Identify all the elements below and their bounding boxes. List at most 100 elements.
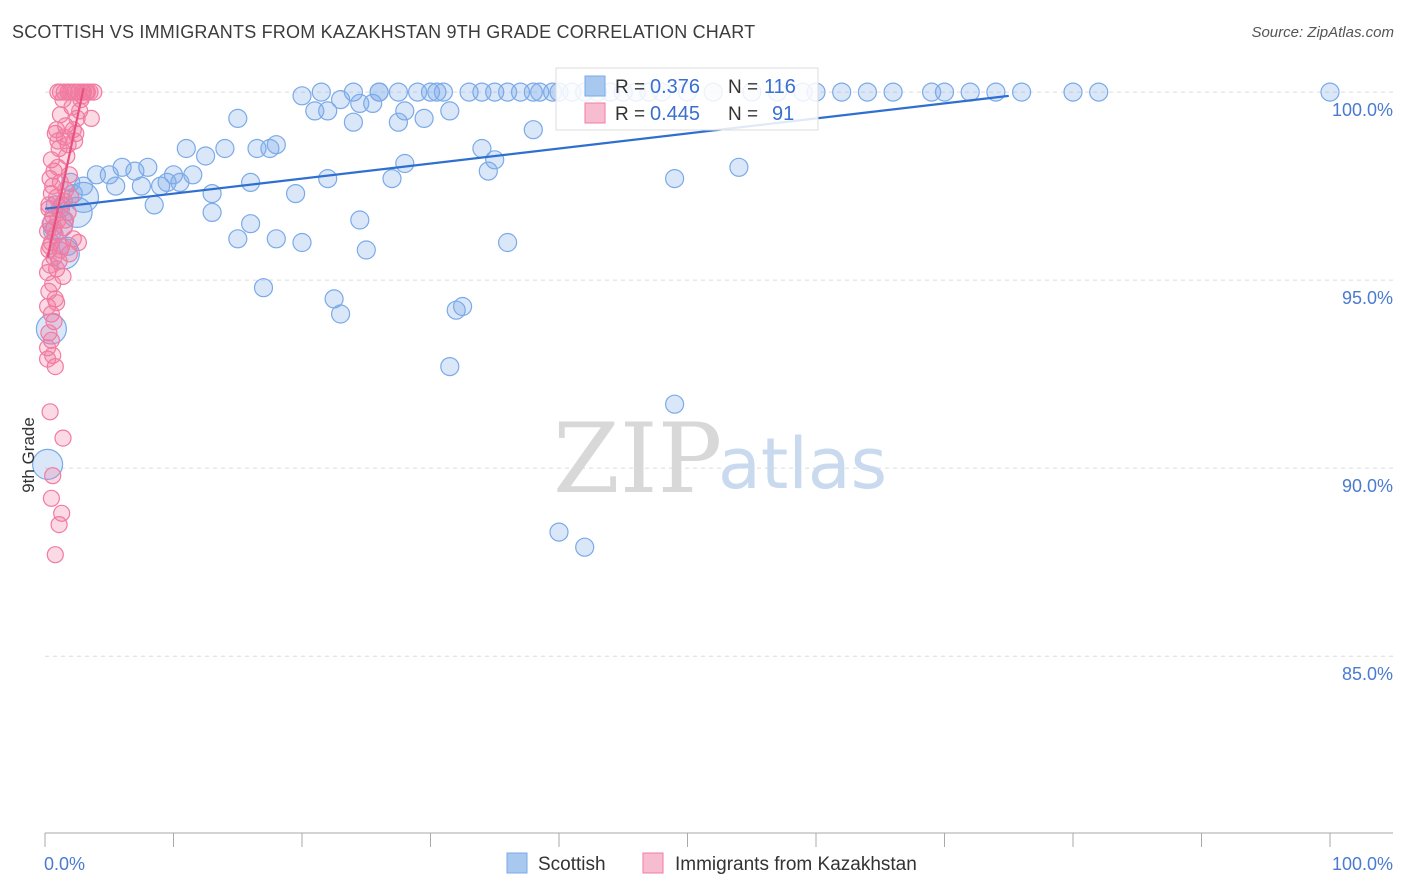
stats-legend: R = 0.376 N = 116 R = 0.445 N = 91 bbox=[555, 67, 819, 131]
x-tick-left: 0.0% bbox=[44, 854, 85, 874]
scottish-n-label: N = bbox=[728, 77, 758, 98]
scottish-point bbox=[170, 172, 190, 192]
series-legend: Scottish Immigrants from Kazakhstan bbox=[506, 852, 917, 875]
scottish-point bbox=[832, 82, 852, 102]
scottish-point bbox=[86, 165, 107, 185]
scottish-point bbox=[266, 229, 286, 249]
scottish-point bbox=[453, 296, 473, 317]
scottish-point bbox=[1063, 82, 1083, 102]
scottish-point bbox=[523, 120, 543, 140]
scottish-point bbox=[286, 184, 306, 204]
kazakhstan-point bbox=[42, 489, 61, 507]
scottish-point bbox=[446, 300, 466, 320]
chart-title: SCOTTISH VS IMMIGRANTS FROM KAZAKHSTAN 9… bbox=[12, 22, 756, 42]
scottish-point bbox=[144, 195, 164, 215]
kazakhstan-point bbox=[62, 188, 80, 206]
scottish-point bbox=[131, 176, 151, 196]
kazakhstan-n-label: N = bbox=[728, 104, 758, 125]
trend-lines bbox=[44, 88, 1009, 258]
scottish-n-value: 116 bbox=[764, 76, 796, 98]
scottish-point bbox=[395, 153, 415, 174]
scottish-point bbox=[202, 202, 222, 222]
scottish-point bbox=[1089, 82, 1109, 102]
scottish-point bbox=[857, 82, 878, 102]
scottish-point bbox=[369, 82, 389, 102]
kazakhstan-point bbox=[50, 515, 68, 534]
scottish-point bbox=[343, 112, 363, 132]
watermark: ZIP atlas bbox=[553, 403, 887, 515]
kazakhstan-point bbox=[45, 312, 63, 331]
scottish-trend-line bbox=[44, 94, 1009, 210]
scottish-point bbox=[241, 214, 261, 234]
kazakhstan-point bbox=[54, 429, 72, 447]
scottish-point bbox=[350, 210, 370, 230]
scottish-point bbox=[363, 93, 383, 114]
kazakhstan-r-value: 0.445 bbox=[650, 103, 700, 125]
legend-scottish-swatch bbox=[506, 852, 528, 874]
kazakhstan-point bbox=[82, 109, 100, 128]
scottish-point bbox=[253, 278, 274, 298]
scottish-point bbox=[459, 82, 479, 102]
scottish-swatch bbox=[584, 75, 606, 97]
watermark-atlas: atlas bbox=[718, 423, 887, 505]
scottish-point bbox=[664, 394, 685, 414]
scottish-point bbox=[1011, 82, 1032, 102]
scottish-point bbox=[498, 232, 518, 253]
scottish-point bbox=[228, 229, 248, 249]
scottish-point bbox=[414, 108, 434, 129]
legend-scottish-label: Scottish bbox=[538, 854, 606, 875]
scottish-point bbox=[311, 82, 331, 102]
kazakhstan-r-label: R = bbox=[615, 104, 645, 125]
scottish-point bbox=[388, 112, 408, 132]
scottish-point bbox=[1320, 82, 1340, 102]
scottish-point bbox=[549, 522, 569, 542]
kazakhstan-point bbox=[40, 196, 58, 214]
scottish-point bbox=[318, 101, 338, 121]
kazakhstan-swatch bbox=[584, 102, 606, 124]
scottish-point bbox=[260, 138, 280, 159]
scottish-point bbox=[331, 304, 351, 324]
kazakhstan-point bbox=[51, 241, 70, 259]
scottish-point bbox=[664, 169, 685, 189]
scottish-point bbox=[433, 82, 453, 102]
source-label: Source: ZipAtlas.com bbox=[1251, 24, 1394, 41]
y-tick-label: 100.0% bbox=[1332, 100, 1393, 120]
scottish-point bbox=[440, 101, 460, 121]
kazakhstan-point bbox=[41, 403, 59, 421]
scottish-point bbox=[331, 89, 351, 110]
scottish-point bbox=[241, 172, 261, 192]
data-points bbox=[31, 82, 1340, 564]
scottish-point bbox=[382, 169, 402, 189]
scottish-point bbox=[228, 108, 248, 129]
axes: 100.0% 95.0% 90.0% 85.0% bbox=[44, 100, 1393, 847]
scottish-r-value: 0.376 bbox=[650, 76, 700, 98]
scottish-point bbox=[106, 176, 126, 196]
scottish-point bbox=[883, 82, 903, 102]
scottish-point bbox=[292, 86, 312, 106]
scottish-point bbox=[112, 157, 132, 177]
kazakhstan-point bbox=[47, 294, 66, 312]
scottish-point bbox=[163, 165, 184, 185]
kazakhstan-point bbox=[49, 132, 67, 150]
scottish-point bbox=[478, 161, 498, 181]
scottish-point bbox=[196, 146, 216, 166]
scottish-point bbox=[215, 138, 235, 159]
scottish-point bbox=[523, 82, 543, 102]
legend-kazakhstan-swatch bbox=[642, 852, 664, 874]
scottish-point bbox=[176, 138, 196, 159]
kazakhstan-point bbox=[56, 211, 75, 229]
scottish-point bbox=[395, 101, 415, 121]
scottish-point bbox=[292, 232, 312, 253]
kazakhstan-point bbox=[38, 350, 57, 368]
scottish-point bbox=[427, 82, 447, 102]
y-tick-label: 95.0% bbox=[1342, 288, 1393, 308]
scottish-point bbox=[318, 169, 338, 189]
kazakhstan-trend-line bbox=[46, 88, 85, 258]
kazakhstan-point bbox=[44, 467, 62, 485]
x-tick-right: 100.0% bbox=[1332, 854, 1393, 874]
series-kazakhstan bbox=[38, 83, 103, 564]
scottish-point bbox=[960, 82, 980, 102]
scottish-point bbox=[31, 448, 64, 480]
kazakhstan-n-value: 91 bbox=[772, 103, 794, 125]
